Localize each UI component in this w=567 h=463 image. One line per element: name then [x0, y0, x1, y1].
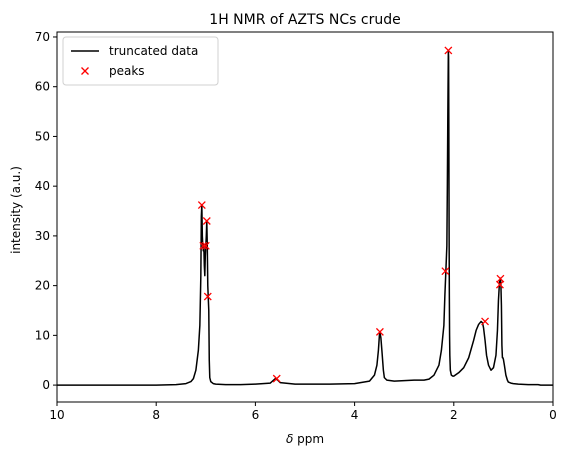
- y-axis-label: intensity (a.u.): [9, 166, 23, 254]
- axes-frame: [56, 31, 554, 403]
- peak-marker: [441, 267, 450, 276]
- legend-marker-swatch: [81, 67, 89, 75]
- x-tick-label: 2: [450, 408, 458, 422]
- y-tick-label: 0: [42, 378, 50, 392]
- peak-marker-stroke: [444, 46, 453, 55]
- peak-marker: [202, 217, 211, 225]
- peak-marker: [481, 317, 490, 326]
- peak-marker: [272, 374, 281, 383]
- x-tick-label: 4: [351, 408, 359, 422]
- y-tick-label: 40: [35, 179, 50, 193]
- peak-marker-stroke: [203, 292, 212, 301]
- peak-marker: [201, 241, 210, 250]
- peak-marker-stroke: [375, 327, 384, 336]
- y-tick-label: 50: [35, 129, 50, 143]
- legend-label: truncated data: [109, 44, 198, 58]
- peak-marker-stroke: [199, 241, 208, 250]
- x-tick-label: 10: [49, 408, 64, 422]
- peak-marker-stroke: [201, 241, 210, 250]
- x-tick-label: 6: [252, 408, 260, 422]
- y-tick-label: 30: [35, 229, 50, 243]
- peak-marker-stroke: [441, 267, 450, 276]
- legend-label: peaks: [109, 64, 145, 78]
- peak-marker: [199, 241, 208, 250]
- peak-marker-stroke: [495, 280, 504, 289]
- peak-marker: [197, 201, 206, 210]
- peak-marker-stroke: [272, 374, 281, 383]
- peak-marker-stroke: [481, 317, 490, 326]
- x-tick-label: 0: [549, 408, 557, 422]
- nmr-spectrum-line: [57, 49, 553, 386]
- y-tick-label: 20: [35, 279, 50, 293]
- peak-marker-stroke: [496, 274, 505, 283]
- chart-title: 1H NMR of AZTS NCs crude: [209, 12, 400, 28]
- peak-marker: [444, 46, 453, 55]
- y-tick-label: 60: [35, 80, 50, 94]
- peak-marker-stroke: [202, 217, 211, 225]
- legend: truncated data peaks: [62, 36, 219, 86]
- peak-marker-stroke: [197, 201, 206, 210]
- y-tick-label: 10: [35, 328, 50, 342]
- plot-area: [57, 46, 553, 386]
- peak-marker: [203, 292, 212, 301]
- peak-marker: [375, 327, 384, 336]
- x-tick-label: 8: [152, 408, 160, 422]
- x-axis-unit: ppm: [297, 432, 324, 446]
- y-tick-label: 70: [35, 30, 50, 44]
- legend-box: [62, 36, 219, 86]
- x-axis-label: δ ppm: [286, 432, 324, 446]
- x-axis-symbol: δ: [286, 432, 293, 446]
- peak-marker: [496, 274, 505, 283]
